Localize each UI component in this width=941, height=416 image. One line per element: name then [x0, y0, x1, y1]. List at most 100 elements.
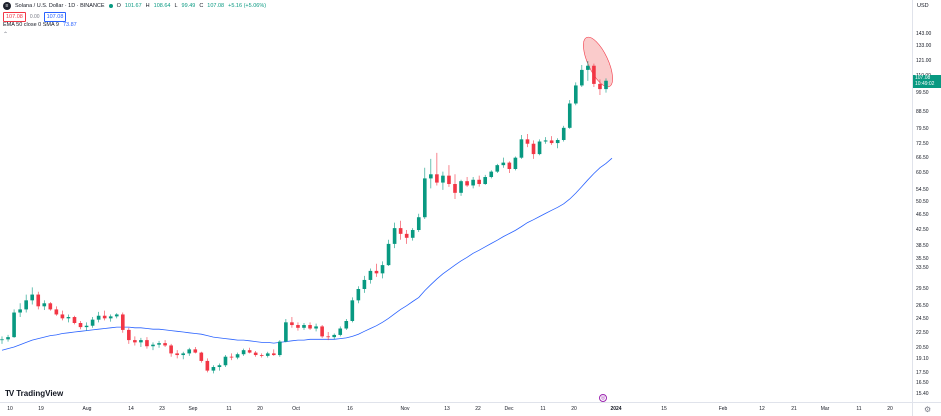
- candle[interactable]: [483, 174, 488, 185]
- candle[interactable]: [326, 332, 330, 341]
- candle[interactable]: [416, 213, 421, 232]
- candle[interactable]: [278, 340, 282, 357]
- candle[interactable]: [580, 65, 584, 88]
- candle[interactable]: [501, 157, 506, 168]
- candle[interactable]: [441, 171, 445, 190]
- candle[interactable]: [573, 82, 578, 106]
- candle[interactable]: [96, 311, 101, 323]
- candle[interactable]: [507, 161, 512, 173]
- candle[interactable]: [0, 336, 4, 344]
- buy-price-button[interactable]: 107.08: [43, 12, 67, 22]
- candle[interactable]: [380, 261, 385, 279]
- candle[interactable]: [302, 322, 306, 330]
- candle[interactable]: [18, 303, 22, 318]
- price-axis[interactable]: USD 143.00133.00121.00110.0099.5088.5079…: [912, 0, 941, 402]
- candle[interactable]: [471, 177, 475, 189]
- ema-line[interactable]: [1, 157, 613, 351]
- candle[interactable]: [72, 315, 77, 325]
- indicator-legend-row[interactable]: EMA 50 close 0 SMA 9 73.87: [3, 22, 77, 28]
- candle[interactable]: [404, 230, 409, 244]
- candle[interactable]: [139, 337, 143, 348]
- candle[interactable]: [151, 342, 155, 351]
- candle[interactable]: [271, 349, 276, 356]
- candle[interactable]: [429, 158, 433, 189]
- candle[interactable]: [108, 314, 113, 322]
- candle[interactable]: [114, 313, 119, 319]
- candle[interactable]: [465, 177, 469, 187]
- candle[interactable]: [199, 351, 204, 363]
- candle[interactable]: [187, 347, 192, 356]
- candle[interactable]: [459, 179, 463, 196]
- candle[interactable]: [386, 239, 391, 267]
- gear-icon[interactable]: ⚙: [924, 405, 932, 414]
- candle[interactable]: [525, 134, 530, 148]
- candle[interactable]: [265, 351, 270, 358]
- time-axis[interactable]: 10 19 Aug 14 23 Sep 11 20 Oct 16 Nov 13 22 Dec 11 20 202…: [0, 402, 912, 416]
- candle[interactable]: [169, 343, 173, 357]
- candle[interactable]: [555, 138, 560, 149]
- candle[interactable]: [320, 325, 324, 338]
- candle[interactable]: [592, 63, 596, 88]
- candle[interactable]: [567, 100, 572, 129]
- candle[interactable]: [598, 79, 602, 96]
- candle[interactable]: [78, 320, 83, 330]
- tradingview-logo[interactable]: TV TradingView: [5, 389, 63, 398]
- candle[interactable]: [127, 327, 131, 344]
- candle[interactable]: [145, 337, 149, 349]
- sell-price-button[interactable]: 107.08: [3, 12, 26, 22]
- candle[interactable]: [308, 322, 312, 330]
- candle[interactable]: [90, 317, 95, 328]
- candle[interactable]: [489, 170, 494, 179]
- candle[interactable]: [235, 352, 240, 360]
- candle[interactable]: [6, 334, 10, 342]
- candle[interactable]: [48, 302, 53, 311]
- candle[interactable]: [163, 340, 167, 348]
- candle[interactable]: [54, 306, 59, 316]
- candle[interactable]: [362, 275, 367, 293]
- candle[interactable]: [12, 309, 16, 338]
- symbol-title[interactable]: Solana / U.S. Dollar · 1D · BINANCE: [15, 3, 105, 9]
- candle[interactable]: [211, 365, 216, 374]
- candle[interactable]: [392, 222, 397, 249]
- candle[interactable]: [314, 323, 318, 332]
- candle[interactable]: [549, 136, 554, 145]
- candle[interactable]: [84, 322, 89, 331]
- candle[interactable]: [223, 355, 228, 368]
- chevron-up-icon[interactable]: ⌃: [3, 32, 9, 38]
- candle[interactable]: [332, 333, 337, 340]
- currency-label[interactable]: USD: [917, 3, 929, 9]
- candle[interactable]: [24, 294, 28, 313]
- candle[interactable]: [513, 156, 518, 171]
- candle[interactable]: [422, 167, 427, 219]
- candle[interactable]: [604, 78, 608, 93]
- candle[interactable]: [157, 340, 161, 348]
- candle[interactable]: [435, 152, 439, 186]
- candle[interactable]: [477, 175, 481, 187]
- candle[interactable]: [229, 353, 234, 361]
- candle[interactable]: [290, 317, 294, 328]
- indicator-label[interactable]: EMA 50 close 0 SMA 9: [3, 22, 59, 28]
- candle[interactable]: [356, 286, 361, 304]
- candle[interactable]: [259, 353, 264, 358]
- event-marker-icon[interactable]: ◎: [599, 394, 607, 402]
- candle[interactable]: [296, 322, 300, 331]
- candle[interactable]: [338, 326, 343, 337]
- candle[interactable]: [36, 291, 41, 310]
- candle[interactable]: [253, 350, 258, 357]
- candle[interactable]: [344, 318, 349, 330]
- candle[interactable]: [447, 165, 451, 187]
- candle[interactable]: [30, 287, 35, 305]
- candle[interactable]: [175, 350, 179, 359]
- candle[interactable]: [66, 314, 71, 323]
- price-chart[interactable]: [0, 0, 912, 402]
- candle[interactable]: [561, 125, 566, 142]
- candle[interactable]: [120, 312, 125, 333]
- candle[interactable]: [531, 140, 536, 159]
- candle[interactable]: [398, 220, 403, 240]
- candle[interactable]: [241, 348, 246, 356]
- candle[interactable]: [374, 263, 379, 277]
- candle[interactable]: [410, 228, 415, 241]
- candle[interactable]: [519, 135, 524, 159]
- candle[interactable]: [284, 318, 288, 343]
